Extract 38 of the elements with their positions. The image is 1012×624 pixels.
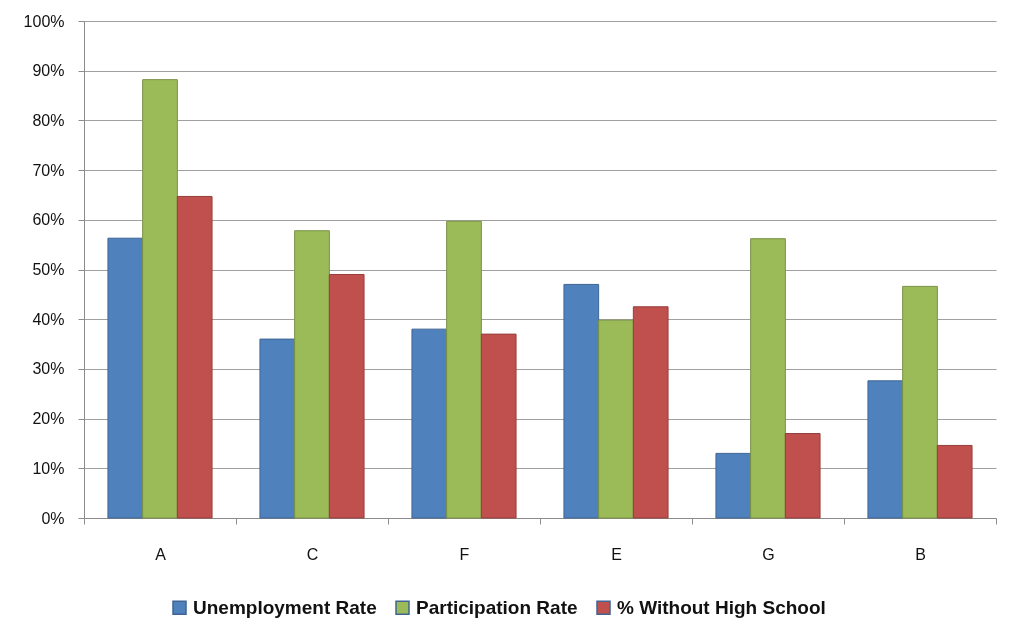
bar [328,273,365,519]
y-tick-label: 60% [32,211,65,229]
legend-label: Participation Rate [416,596,578,618]
bar [107,237,144,519]
y-tick-label: 40% [32,310,65,328]
legend-label: % Without High School [617,596,826,618]
bar [480,333,517,519]
bar [411,328,448,519]
legend-label: Unemployment Rate [193,596,377,618]
bar [142,79,178,519]
y-tick-label: 100% [23,12,65,30]
bar [446,220,482,519]
bar [715,452,752,519]
y-tick-label: 30% [32,360,65,378]
x-tick-label: A [155,545,167,563]
x-tick-label: B [915,545,926,563]
bar [936,444,973,519]
x-tick-label: G [762,545,775,563]
bar [784,433,821,519]
bar [259,338,296,519]
y-tick-label: 80% [32,111,65,129]
y-tick-label: 70% [32,161,65,179]
y-tick-label: 90% [32,62,65,80]
bar [563,283,600,519]
y-tick-label: 50% [32,261,65,278]
x-tick-label: C [306,545,319,563]
bar [598,319,634,519]
bar [750,238,786,519]
x-tick-label: F [459,545,470,563]
bar [867,380,904,519]
bar [294,230,330,519]
bar [902,285,938,519]
bar [176,195,213,519]
x-tick-label: E [611,545,622,563]
bar [632,306,669,519]
y-tick-label: 10% [32,459,65,477]
y-tick-label: 20% [32,410,65,428]
y-tick-label: 0% [41,509,65,527]
